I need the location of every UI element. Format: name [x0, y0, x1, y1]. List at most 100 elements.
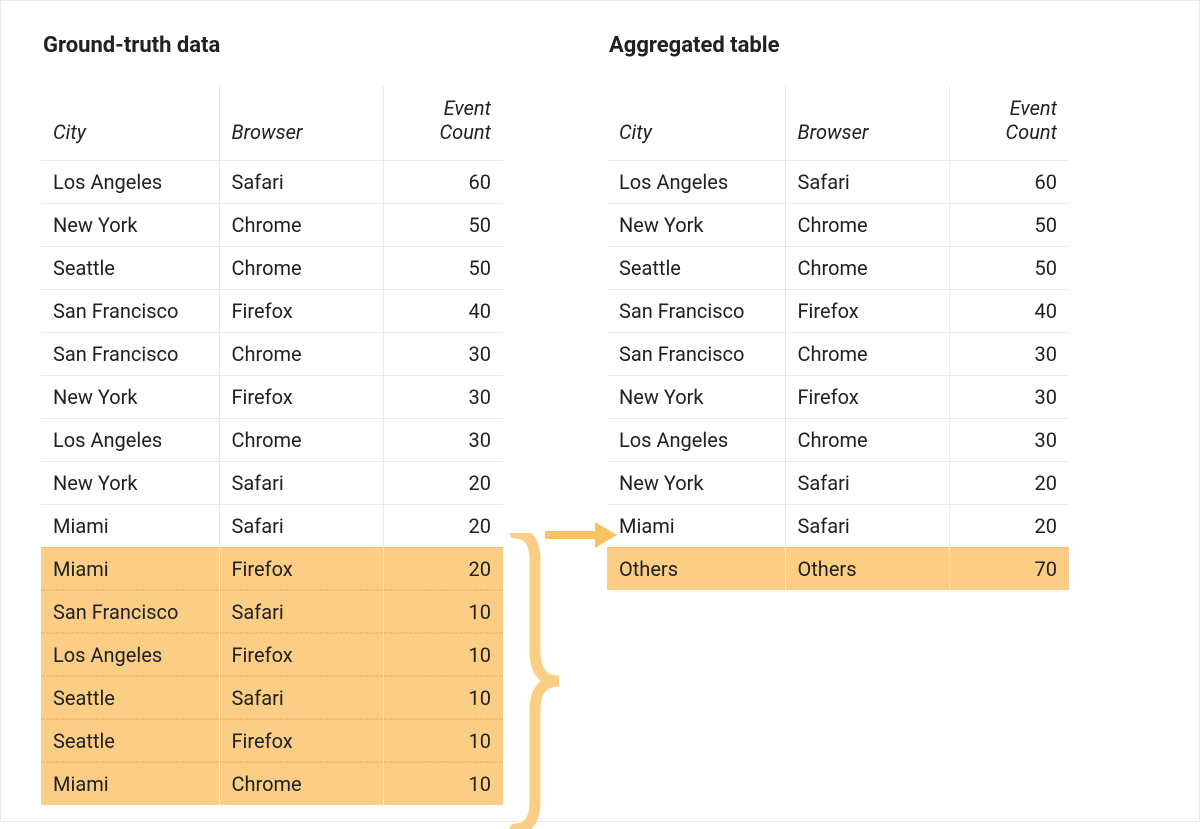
cell-count: 10	[383, 763, 503, 806]
cell-browser: Chrome	[219, 247, 383, 290]
table-row: San FranciscoChrome30	[41, 333, 503, 376]
col-count-line1: Event	[444, 96, 491, 120]
col-city: City	[41, 86, 219, 161]
cell-browser: Chrome	[219, 333, 383, 376]
cell-browser: Chrome	[785, 247, 949, 290]
cell-browser: Chrome	[219, 204, 383, 247]
table-row: Los AngelesSafari60	[41, 161, 503, 204]
table-row: SeattleChrome50	[41, 247, 503, 290]
cell-city: Los Angeles	[41, 634, 219, 677]
cell-city: New York	[41, 462, 219, 505]
cell-city: Los Angeles	[607, 419, 785, 462]
cell-city: Others	[607, 548, 785, 591]
cell-count: 10	[383, 591, 503, 634]
cell-count: 70	[949, 548, 1069, 591]
cell-city: Miami	[41, 763, 219, 806]
cell-count: 20	[383, 462, 503, 505]
cell-browser: Safari	[219, 462, 383, 505]
col-count-line2: Count	[1006, 120, 1057, 144]
col-browser: Browser	[785, 86, 949, 161]
cell-browser: Safari	[219, 591, 383, 634]
cell-count: 30	[383, 419, 503, 462]
table-row: SeattleFirefox10	[41, 720, 503, 763]
cell-count: 40	[383, 290, 503, 333]
table-row: New YorkChrome50	[607, 204, 1069, 247]
cell-browser: Firefox	[219, 376, 383, 419]
cell-city: New York	[607, 204, 785, 247]
table-row: MiamiFirefox20	[41, 548, 503, 591]
cell-city: Los Angeles	[607, 161, 785, 204]
cell-browser: Firefox	[219, 548, 383, 591]
cell-browser: Chrome	[785, 419, 949, 462]
table-row: San FranciscoChrome30	[607, 333, 1069, 376]
cell-count: 10	[383, 720, 503, 763]
ground-truth-table: City Browser Event Count Los AngelesSafa…	[41, 86, 503, 805]
cell-count: 30	[949, 376, 1069, 419]
cell-count: 60	[949, 161, 1069, 204]
col-count: Event Count	[383, 86, 503, 161]
cell-city: New York	[607, 462, 785, 505]
cell-count: 20	[949, 462, 1069, 505]
cell-city: Los Angeles	[41, 161, 219, 204]
table-row: San FranciscoFirefox40	[41, 290, 503, 333]
cell-browser: Chrome	[785, 204, 949, 247]
table-header-row: City Browser Event Count	[41, 86, 503, 161]
cell-count: 10	[383, 634, 503, 677]
cell-browser: Firefox	[219, 290, 383, 333]
table-row: New YorkFirefox30	[41, 376, 503, 419]
cell-city: Seattle	[41, 247, 219, 290]
cell-browser: Safari	[219, 161, 383, 204]
cell-browser: Safari	[785, 505, 949, 548]
cell-city: Seattle	[41, 677, 219, 720]
cell-count: 10	[383, 677, 503, 720]
table-row: San FranciscoFirefox40	[607, 290, 1069, 333]
table-row: SeattleSafari10	[41, 677, 503, 720]
cell-count: 50	[383, 247, 503, 290]
cell-city: San Francisco	[607, 333, 785, 376]
cell-city: Miami	[41, 548, 219, 591]
table-row: MiamiSafari20	[41, 505, 503, 548]
cell-browser: Safari	[219, 677, 383, 720]
table-row: New YorkChrome50	[41, 204, 503, 247]
cell-city: Los Angeles	[41, 419, 219, 462]
col-count: Event Count	[949, 86, 1069, 161]
cell-count: 30	[949, 333, 1069, 376]
cell-browser: Firefox	[219, 720, 383, 763]
columns-wrapper: Ground-truth data City Browser Event Cou…	[41, 33, 1159, 805]
cell-count: 30	[383, 333, 503, 376]
col-browser: Browser	[219, 86, 383, 161]
cell-browser: Safari	[785, 462, 949, 505]
cell-city: New York	[41, 376, 219, 419]
table-row: Los AngelesChrome30	[41, 419, 503, 462]
cell-count: 20	[383, 505, 503, 548]
cell-browser: Safari	[785, 161, 949, 204]
cell-browser: Others	[785, 548, 949, 591]
table-row: New YorkFirefox30	[607, 376, 1069, 419]
cell-city: New York	[41, 204, 219, 247]
table-row: San FranciscoSafari10	[41, 591, 503, 634]
ground-truth-panel: Ground-truth data City Browser Event Cou…	[41, 33, 503, 805]
cell-count: 30	[949, 419, 1069, 462]
ground-truth-title: Ground-truth data	[43, 33, 503, 58]
table-row: New YorkSafari20	[41, 462, 503, 505]
col-count-line2: Count	[440, 120, 491, 144]
table-row: Los AngelesFirefox10	[41, 634, 503, 677]
cell-count: 50	[949, 247, 1069, 290]
cell-count: 50	[383, 204, 503, 247]
cell-count: 20	[383, 548, 503, 591]
cell-browser: Chrome	[785, 333, 949, 376]
table-header-row: City Browser Event Count	[607, 86, 1069, 161]
aggregated-table: City Browser Event Count Los AngelesSafa…	[607, 86, 1069, 590]
cell-count: 20	[949, 505, 1069, 548]
cell-city: San Francisco	[41, 591, 219, 634]
table-row: New YorkSafari20	[607, 462, 1069, 505]
table-row: Los AngelesChrome30	[607, 419, 1069, 462]
cell-city: San Francisco	[607, 290, 785, 333]
cell-city: Miami	[41, 505, 219, 548]
table-row: OthersOthers70	[607, 548, 1069, 591]
cell-count: 60	[383, 161, 503, 204]
cell-count: 40	[949, 290, 1069, 333]
cell-count: 50	[949, 204, 1069, 247]
table-row: Los AngelesSafari60	[607, 161, 1069, 204]
cell-browser: Firefox	[785, 376, 949, 419]
